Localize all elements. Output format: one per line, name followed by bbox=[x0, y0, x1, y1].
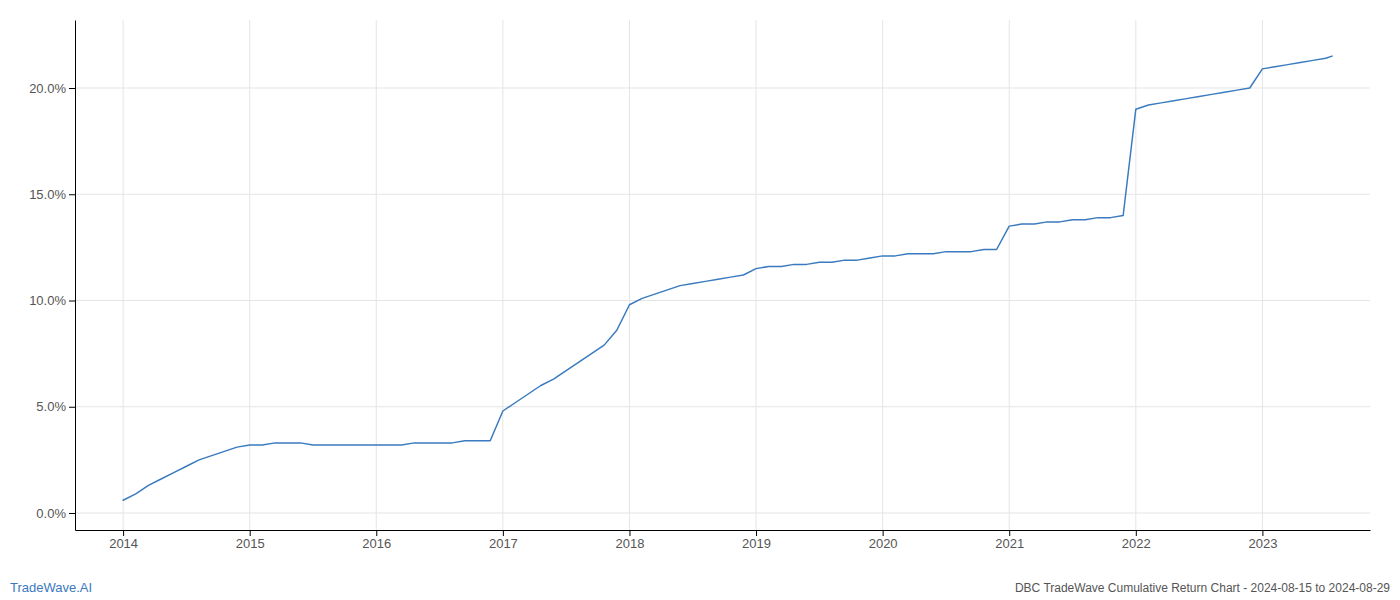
tick: 2016 bbox=[362, 530, 391, 551]
tick-mark bbox=[69, 194, 75, 195]
grid-line-y bbox=[75, 88, 1370, 89]
grid-line-y bbox=[75, 513, 1370, 514]
tick-label: 2017 bbox=[489, 536, 518, 551]
grid-line-x bbox=[756, 20, 757, 530]
tick: 2022 bbox=[1122, 530, 1151, 551]
axis-line bbox=[75, 21, 76, 531]
tick-label: 2014 bbox=[109, 536, 138, 551]
tick-mark bbox=[69, 513, 75, 514]
tick-label: 2016 bbox=[362, 536, 391, 551]
tick-label: 10.0% bbox=[29, 293, 66, 308]
tick-label: 2023 bbox=[1248, 536, 1277, 551]
tick-mark bbox=[1136, 530, 1137, 536]
tick: 2018 bbox=[615, 530, 644, 551]
tick-mark bbox=[1009, 530, 1010, 536]
tick-mark bbox=[69, 88, 75, 89]
tick-label: 2020 bbox=[869, 536, 898, 551]
title: DBC TradeWave Cumulative Return Chart - … bbox=[1015, 581, 1390, 595]
tick-label: 15.0% bbox=[29, 187, 66, 202]
tick-label: 2021 bbox=[995, 536, 1024, 551]
tick: 2017 bbox=[489, 530, 518, 551]
tick-mark bbox=[69, 407, 75, 408]
tick-label: 2018 bbox=[615, 536, 644, 551]
tick-mark bbox=[376, 530, 377, 536]
tick-label: 0.0% bbox=[36, 506, 66, 521]
tick: 5.0% bbox=[36, 399, 75, 414]
chart-container: 2014 2015 2016 2017 2018 2019 2020 2021 2022 2023… bbox=[0, 0, 1400, 600]
grid-line-x bbox=[1135, 20, 1136, 530]
grid-line-x bbox=[376, 20, 377, 530]
y-axis: 0.0% 5.0% 10.0% 15.0% 20.0% bbox=[29, 21, 75, 531]
x-axis: 2014 2015 2016 2017 2018 2019 2020 2021 2022 2023 bbox=[76, 530, 1371, 551]
tick-label: 5.0% bbox=[36, 399, 66, 414]
grid-line-x bbox=[882, 20, 883, 530]
tick: 2021 bbox=[995, 530, 1024, 551]
tick-mark bbox=[883, 530, 884, 536]
plot-area bbox=[123, 56, 1332, 500]
grid-line-y bbox=[75, 406, 1370, 407]
tick-mark bbox=[69, 301, 75, 302]
chart-svg: 2014 2015 2016 2017 2018 2019 2020 2021 2022 2023… bbox=[0, 0, 1400, 600]
tick: 2023 bbox=[1248, 530, 1277, 551]
tick: 15.0% bbox=[29, 187, 75, 202]
tick: 0.0% bbox=[36, 506, 75, 521]
annotation: TradeWave.AI bbox=[10, 580, 92, 595]
grid-line-x bbox=[502, 20, 503, 530]
tick-label: 2022 bbox=[1122, 536, 1151, 551]
grid-line-x bbox=[1262, 20, 1263, 530]
tick: 20.0% bbox=[29, 81, 75, 96]
tick-label: 20.0% bbox=[29, 81, 66, 96]
tick-mark bbox=[503, 530, 504, 536]
grid-line-x bbox=[123, 20, 124, 530]
tick: 10.0% bbox=[29, 293, 75, 308]
tick-label: 2015 bbox=[236, 536, 265, 551]
tick: 2020 bbox=[869, 530, 898, 551]
tick: 2019 bbox=[742, 530, 771, 551]
line bbox=[123, 56, 1332, 500]
grid-line-y bbox=[75, 300, 1370, 301]
grid-line-x bbox=[1009, 20, 1010, 530]
tick: 2015 bbox=[236, 530, 265, 551]
tick: 2014 bbox=[109, 530, 138, 551]
tick-mark bbox=[629, 530, 630, 536]
grid-line-x bbox=[629, 20, 630, 530]
axis-line bbox=[76, 530, 1371, 531]
grid-line-y bbox=[75, 194, 1370, 195]
tick-mark bbox=[123, 530, 124, 536]
tick-label: 2019 bbox=[742, 536, 771, 551]
tick-mark bbox=[250, 530, 251, 536]
grid-line-x bbox=[249, 20, 250, 530]
grid bbox=[75, 20, 1370, 530]
tick-mark bbox=[1262, 530, 1263, 536]
tick-mark bbox=[756, 530, 757, 536]
